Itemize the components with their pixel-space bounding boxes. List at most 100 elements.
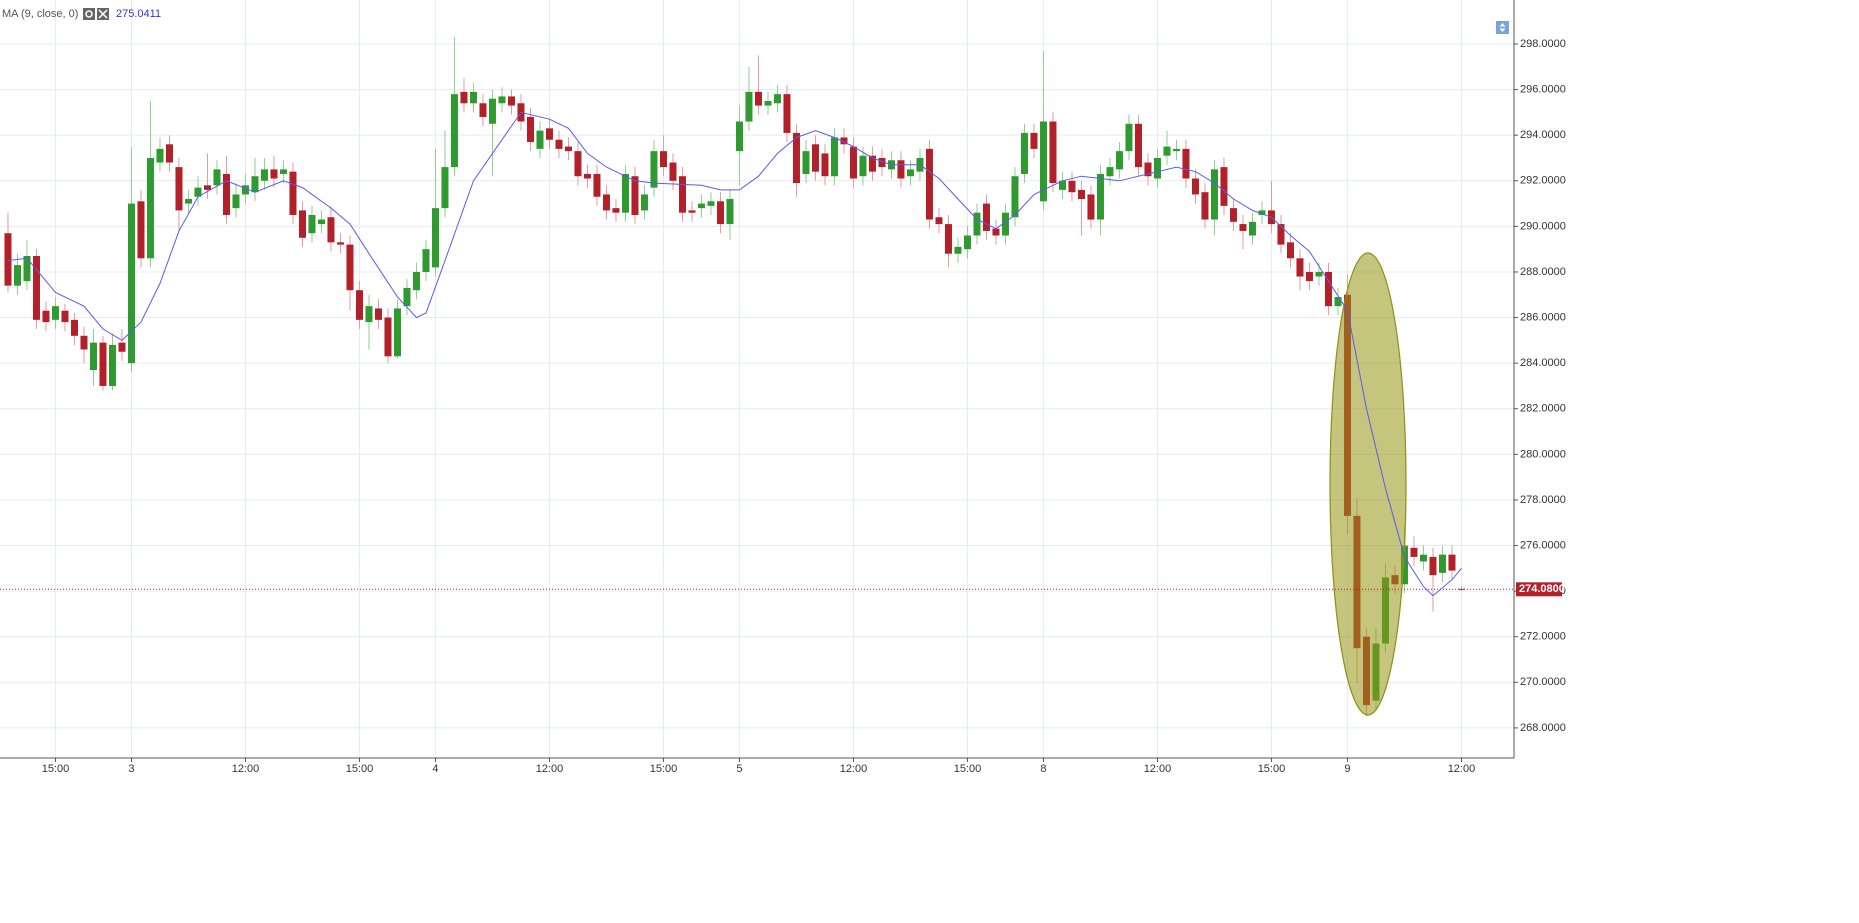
last-price-label: 274.0800 bbox=[1519, 583, 1565, 595]
candle-body bbox=[631, 176, 639, 215]
candle-body bbox=[1201, 192, 1209, 220]
candle-body bbox=[1144, 162, 1152, 177]
candle-body bbox=[1153, 157, 1161, 179]
candle-body bbox=[716, 201, 724, 225]
candle-body bbox=[222, 173, 230, 215]
candle-body bbox=[108, 344, 116, 386]
x-tick-label: 9 bbox=[1344, 763, 1350, 775]
candle-body bbox=[1438, 554, 1446, 573]
candle-body bbox=[992, 228, 1000, 236]
candle-body bbox=[1115, 151, 1123, 170]
candle-body bbox=[384, 317, 392, 357]
candle-body bbox=[735, 121, 743, 152]
candle-body bbox=[764, 100, 772, 106]
x-tick-label: 3 bbox=[128, 763, 134, 775]
candle-body bbox=[897, 160, 905, 179]
candle-body bbox=[1001, 212, 1009, 236]
x-tick-label: 12:00 bbox=[1144, 763, 1172, 775]
candle-body bbox=[802, 151, 810, 174]
candle-body bbox=[849, 146, 857, 179]
candle-body bbox=[526, 116, 534, 143]
candle-body bbox=[403, 287, 411, 307]
candle-body bbox=[1324, 271, 1332, 307]
candle-body bbox=[1096, 173, 1104, 220]
candle-body bbox=[659, 151, 667, 168]
candle-body bbox=[1410, 547, 1418, 557]
candle-body bbox=[555, 139, 563, 149]
candle-body bbox=[507, 96, 515, 106]
x-tick-label: 12:00 bbox=[840, 763, 868, 775]
x-tick-label: 8 bbox=[1040, 763, 1046, 775]
y-tick-label: 270.0000 bbox=[1520, 676, 1566, 688]
candle-body bbox=[1134, 123, 1142, 168]
x-tick-label: 12:00 bbox=[232, 763, 260, 775]
candle-body bbox=[498, 96, 506, 104]
settings-icon[interactable] bbox=[83, 8, 95, 20]
candle-body bbox=[1020, 132, 1028, 174]
candle-body bbox=[327, 217, 335, 243]
candle-body bbox=[450, 94, 458, 168]
candle-body bbox=[1286, 242, 1294, 259]
x-tick-label: 15:00 bbox=[650, 763, 678, 775]
candle-body bbox=[621, 173, 629, 213]
y-tick-label: 280.0000 bbox=[1520, 448, 1566, 460]
candle-body bbox=[1191, 178, 1199, 195]
y-tick-label: 294.0000 bbox=[1520, 129, 1566, 141]
last-price-box bbox=[1516, 582, 1562, 597]
candle-body bbox=[878, 157, 886, 168]
candle-body bbox=[935, 217, 943, 225]
candle-body bbox=[1305, 271, 1313, 282]
candle-body bbox=[650, 151, 658, 188]
candle-body bbox=[175, 167, 183, 211]
candle-body bbox=[460, 91, 468, 104]
candle-body bbox=[89, 342, 97, 370]
y-tick-label: 284.0000 bbox=[1520, 357, 1566, 369]
x-tick-label: 12:00 bbox=[1448, 763, 1476, 775]
candle-body bbox=[80, 335, 88, 350]
candle-body bbox=[1400, 545, 1408, 585]
candle-body bbox=[640, 194, 648, 211]
candle-body bbox=[469, 91, 477, 104]
candle-body bbox=[1419, 554, 1427, 562]
x-tick-label: 15:00 bbox=[1258, 763, 1286, 775]
x-tick-label: 15:00 bbox=[346, 763, 374, 775]
candle-body bbox=[707, 201, 715, 206]
candle-body bbox=[773, 94, 781, 104]
grid bbox=[0, 0, 1514, 758]
candle-body bbox=[1429, 556, 1437, 576]
candle-body bbox=[241, 185, 249, 195]
candle-body bbox=[488, 98, 496, 124]
settings-glyph bbox=[85, 10, 93, 18]
candle-body bbox=[308, 214, 316, 234]
candle-body bbox=[1182, 148, 1190, 179]
candle-body bbox=[51, 306, 59, 320]
candle-body bbox=[583, 173, 591, 179]
candle-body bbox=[184, 199, 192, 204]
candle-body bbox=[365, 306, 373, 323]
candle-body bbox=[545, 128, 553, 140]
candle-body bbox=[859, 155, 867, 177]
candle-body bbox=[422, 249, 430, 272]
candle-body bbox=[811, 144, 819, 172]
candle-body bbox=[1030, 132, 1038, 149]
candle-body bbox=[944, 224, 952, 254]
candle-body bbox=[688, 210, 696, 213]
candle-body bbox=[4, 233, 12, 286]
candle-body bbox=[61, 310, 69, 323]
scale-toggle[interactable] bbox=[1496, 21, 1509, 34]
x-tick-label: 4 bbox=[432, 763, 438, 775]
candle-body bbox=[973, 212, 981, 236]
candle-body bbox=[925, 148, 933, 220]
candle-body bbox=[127, 203, 135, 364]
candle-body bbox=[1248, 221, 1256, 236]
candle-body bbox=[99, 342, 107, 386]
candle-body bbox=[669, 162, 677, 181]
candle-body bbox=[868, 155, 876, 172]
candle-body bbox=[1125, 123, 1133, 152]
candle-body bbox=[602, 194, 610, 211]
x-tick-label: 12:00 bbox=[536, 763, 564, 775]
candle-body bbox=[1296, 258, 1304, 277]
candle-body bbox=[146, 157, 154, 259]
